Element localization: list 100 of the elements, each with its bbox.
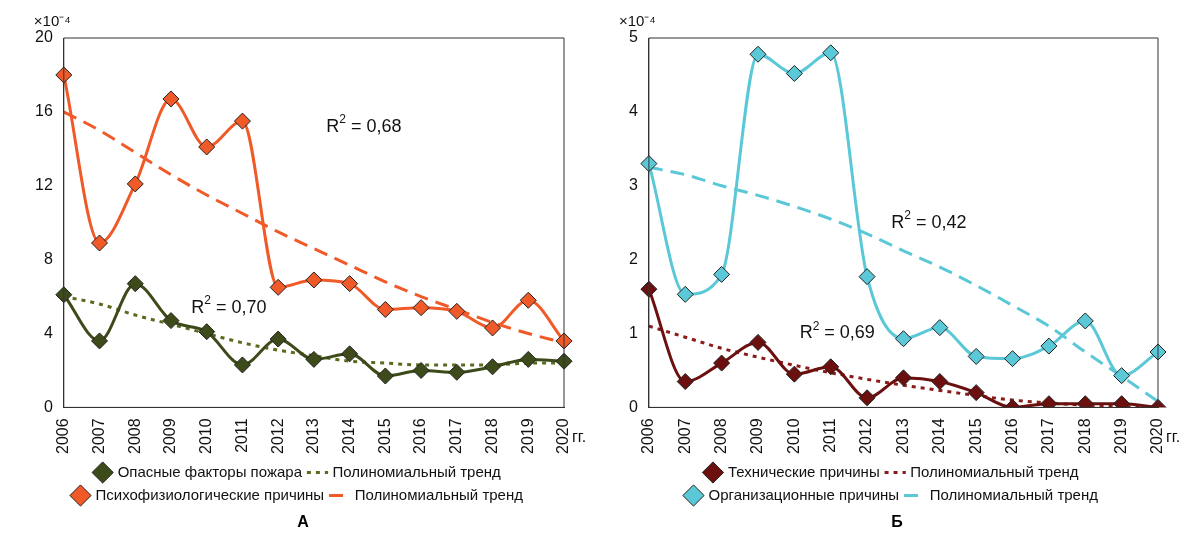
point [412, 361, 430, 379]
point [305, 350, 323, 368]
legend-label: Опасные факторы пожара [117, 462, 303, 480]
point [858, 268, 876, 286]
x-tick-label: 2016 [1002, 418, 1020, 454]
y-tick-label: 20 [35, 28, 53, 46]
point [233, 356, 251, 374]
x-tick-label: 2009 [748, 418, 766, 454]
y-axis-title: ×10⁻⁴ [618, 12, 656, 30]
point [749, 333, 767, 351]
point [269, 330, 287, 348]
x-tick-label: 2020 [1148, 418, 1166, 454]
point [676, 285, 694, 303]
point [785, 365, 803, 383]
point [1076, 312, 1094, 330]
x-tick-label: 2009 [161, 418, 179, 454]
point [448, 363, 466, 381]
x-tick-label: 2018 [1075, 418, 1093, 454]
point [931, 319, 949, 337]
x-tick-label: 2012 [857, 418, 875, 454]
y-tick-label: 2 [628, 250, 638, 268]
point [55, 286, 73, 304]
x-tick-label: 2017 [1039, 418, 1057, 454]
y-axis-title: ×10⁻⁴ [33, 12, 71, 30]
y-tick-label: 8 [43, 250, 53, 268]
y-tick-label: 5 [628, 28, 638, 46]
y-tick-label: 4 [43, 323, 53, 341]
x-tick-label: 2011 [232, 418, 250, 453]
point [967, 384, 985, 402]
x-tick-label: 2016 [411, 418, 429, 454]
x-tick-label: 2013 [893, 418, 911, 454]
point [341, 345, 359, 363]
y-tick-label: 12 [35, 176, 53, 194]
text: Б [890, 513, 904, 531]
y-tick-label: 16 [35, 102, 53, 120]
x-tick-label: 2006 [639, 418, 657, 454]
x-tick-label: 2019 [1112, 418, 1130, 454]
x-tick-label: 2013 [304, 418, 322, 454]
x-tick-label: 2007 [89, 418, 107, 454]
x-tick-label: 2010 [197, 418, 215, 454]
point [676, 373, 694, 391]
x-tick-label: 2018 [482, 418, 500, 454]
y-tick-label: 1 [628, 323, 638, 341]
point [894, 330, 912, 348]
point [822, 44, 840, 62]
y-tick-label: 4 [628, 102, 638, 120]
x-tick-label: 2008 [712, 418, 730, 454]
point [376, 301, 394, 319]
x-axis-title: гг. [1166, 427, 1181, 445]
legend-label: Полиномиальный тренд [332, 462, 502, 480]
point [448, 302, 466, 320]
point [713, 265, 731, 283]
point [713, 354, 731, 372]
point [55, 66, 73, 84]
legend-label: Психофизиологические причины [95, 485, 325, 503]
legend-label: Полиномиальный тренд [929, 485, 1099, 503]
point [412, 299, 430, 317]
point [269, 278, 287, 296]
x-tick-label: 2011 [821, 418, 839, 453]
point [233, 112, 251, 130]
x-tick-label: 2020 [554, 418, 572, 454]
point [376, 367, 394, 385]
point [1113, 367, 1131, 385]
legend-label: Полиномиальный тренд [910, 462, 1079, 480]
x-tick-label: 2007 [675, 418, 693, 454]
point [822, 358, 840, 376]
point [484, 319, 502, 337]
point [91, 332, 109, 350]
point [126, 175, 144, 193]
point [162, 90, 180, 108]
x-tick-label: 2015 [375, 418, 393, 454]
point [519, 350, 537, 368]
x-tick-label: 2012 [268, 418, 286, 454]
text: А [296, 513, 310, 531]
point [749, 45, 767, 63]
point [519, 291, 537, 309]
point [341, 275, 359, 293]
x-tick-label: 2014 [340, 418, 358, 454]
legend-label: Организационные причины [708, 485, 900, 503]
point [858, 389, 876, 407]
point [484, 358, 502, 376]
x-tick-label: 2008 [125, 418, 143, 454]
x-tick-label: 2019 [518, 418, 536, 454]
point [1040, 337, 1058, 355]
point [198, 323, 216, 341]
y-tick-label: 0 [43, 397, 53, 415]
legend-label: Технические причины [727, 462, 880, 480]
y-tick-label: 0 [628, 397, 638, 415]
x-tick-label: 2015 [966, 418, 984, 454]
point [931, 373, 949, 391]
x-tick-label: 2010 [784, 418, 802, 454]
point [785, 64, 803, 82]
point [198, 138, 216, 156]
point [305, 271, 323, 289]
x-tick-label: 2006 [54, 418, 72, 454]
point [162, 312, 180, 330]
x-tick-label: 2017 [447, 418, 465, 454]
y-tick-label: 3 [628, 176, 638, 194]
legend-label: Полиномиальный тренд [354, 485, 524, 503]
x-axis-title: гг. [572, 427, 587, 445]
